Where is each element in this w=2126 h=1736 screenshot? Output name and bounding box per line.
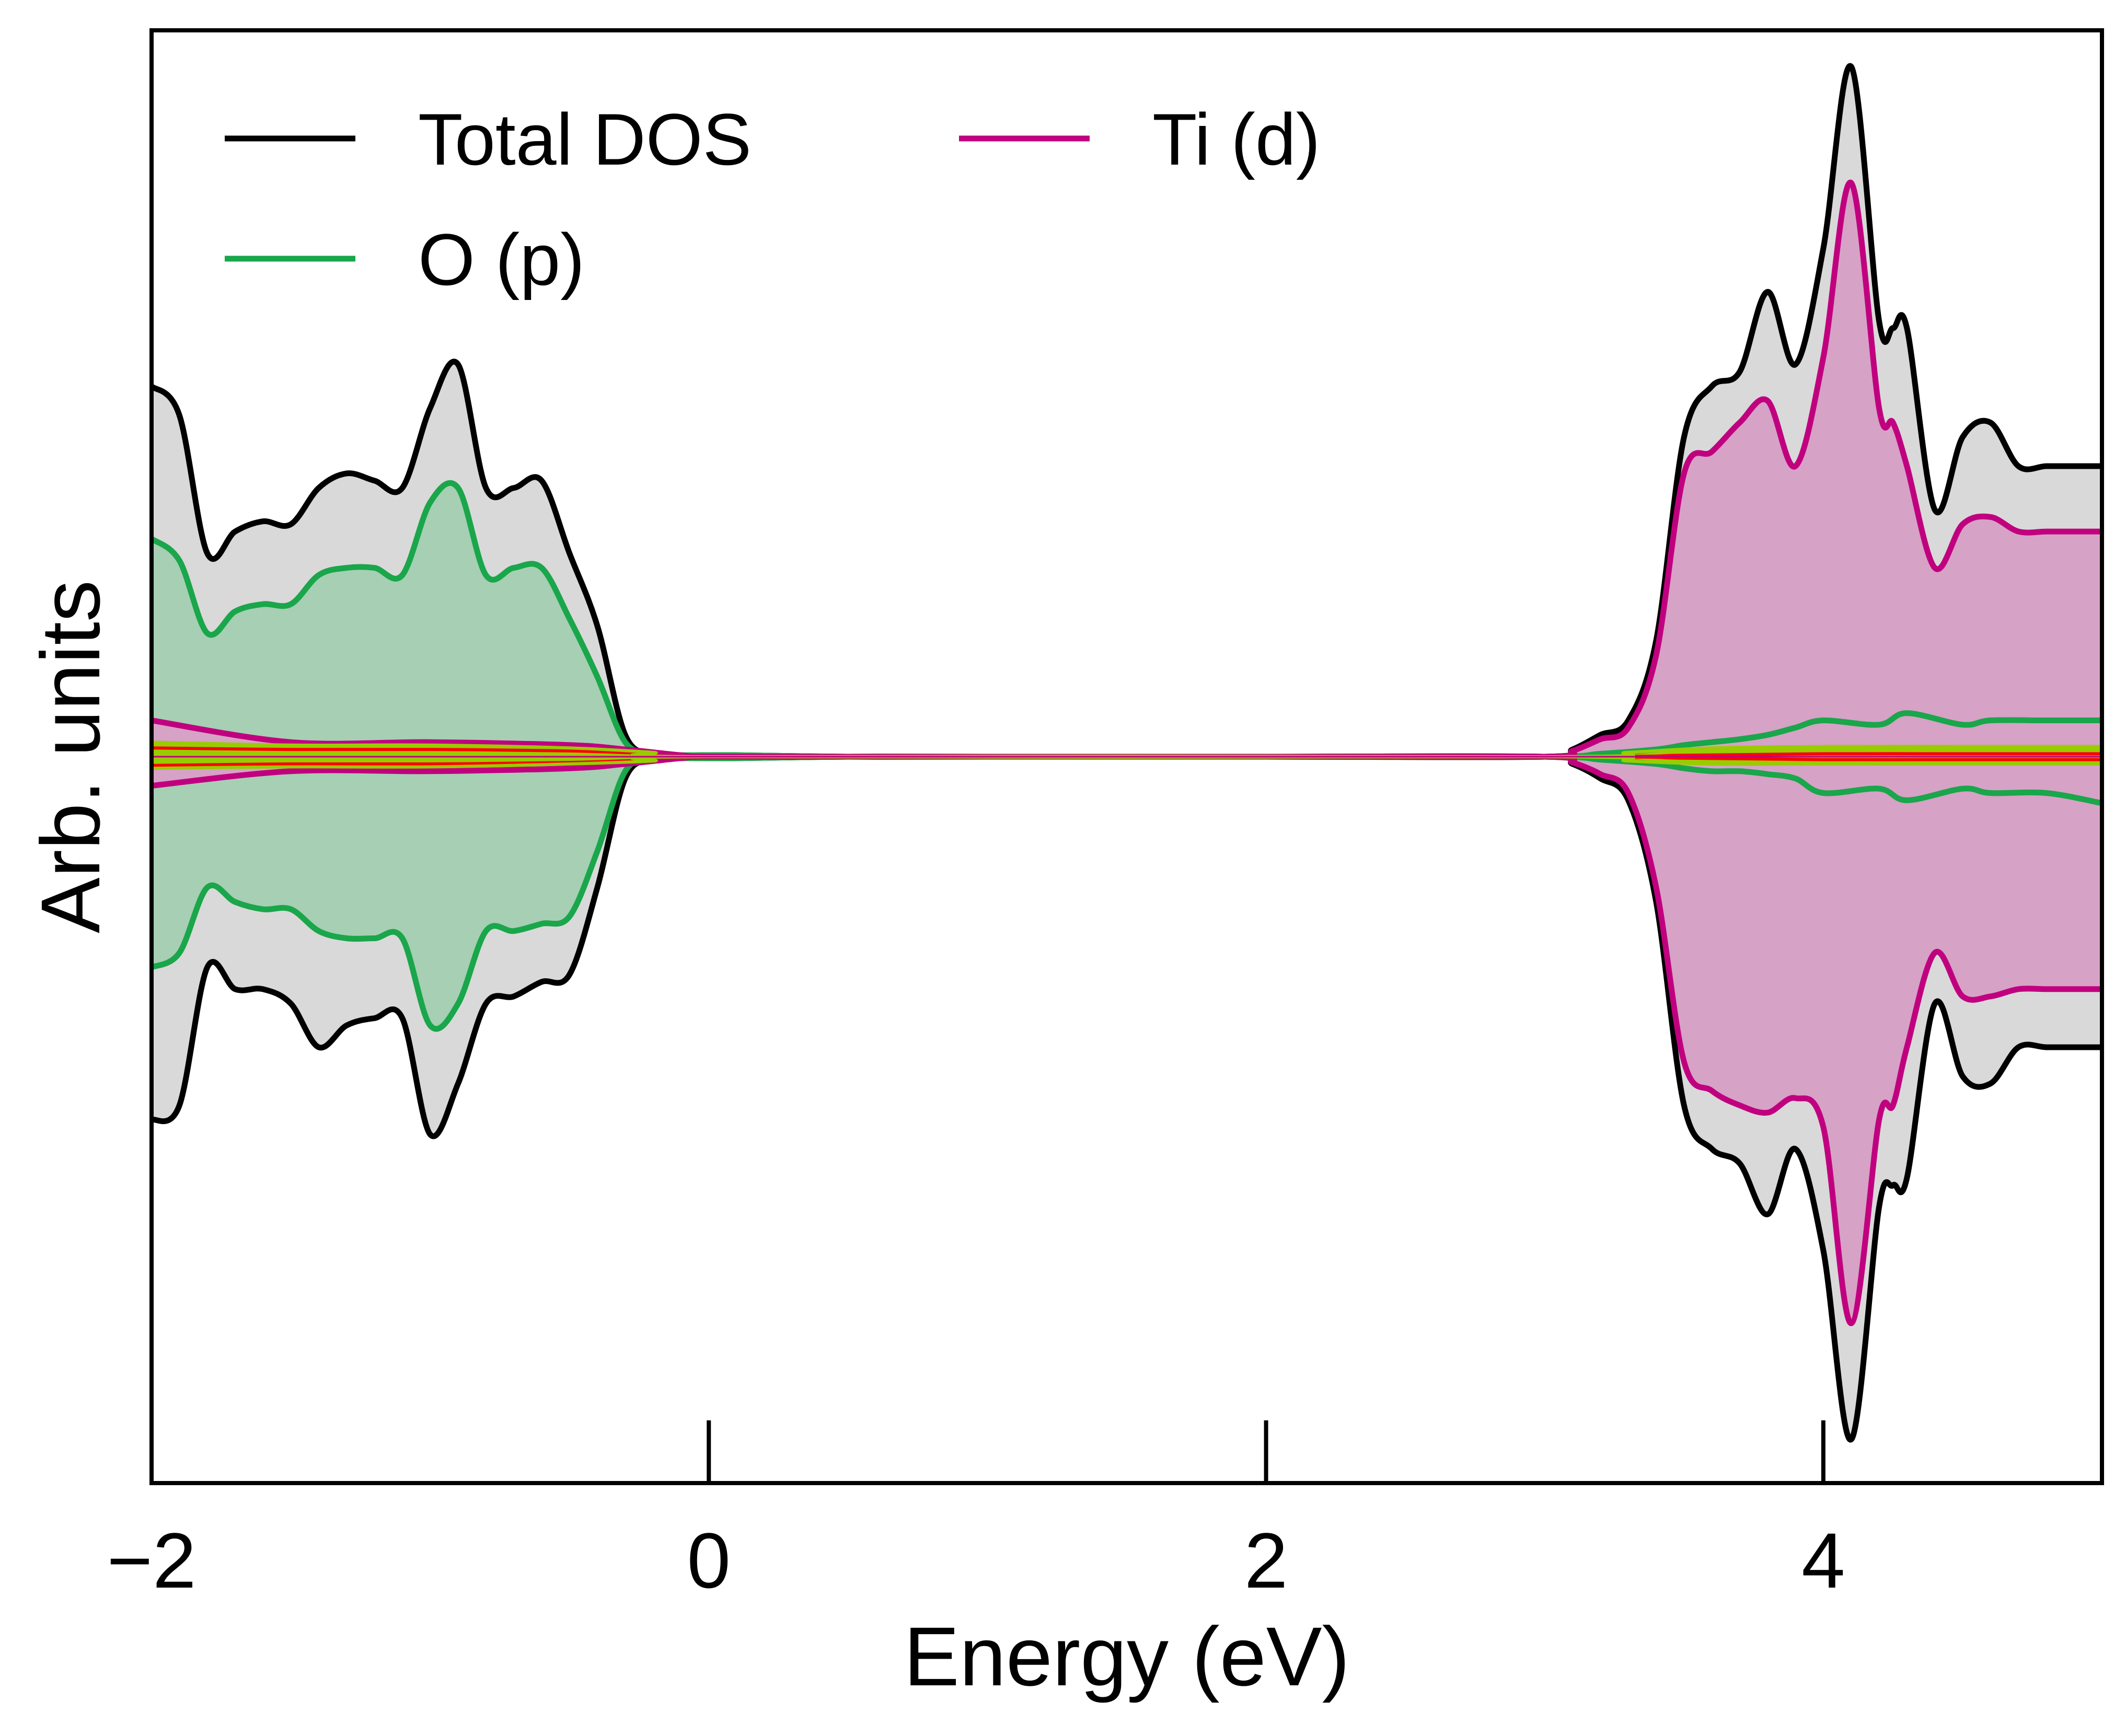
legend-label: Ti (d) bbox=[1152, 98, 1320, 180]
ti-d-up-fill bbox=[152, 182, 2102, 757]
plot-frame bbox=[149, 28, 2104, 1485]
y-axis-label: Arb. units bbox=[24, 580, 117, 933]
legend-label: O (p) bbox=[418, 218, 585, 300]
legend-item-total-dos: Total DOS bbox=[225, 98, 752, 180]
ti-d-down-fill bbox=[152, 756, 2102, 1324]
ti-d-up-line bbox=[152, 179, 2102, 760]
series-lines bbox=[152, 63, 2102, 1443]
x-tick-label: 0 bbox=[687, 1517, 731, 1604]
x-tick-label: 4 bbox=[1801, 1517, 1845, 1604]
series-fills bbox=[152, 66, 2102, 1440]
legend-item-o-p: O (p) bbox=[225, 218, 585, 300]
x-axis-label: Energy (eV) bbox=[904, 1610, 1350, 1703]
x-tick-label: 2 bbox=[1244, 1517, 1288, 1604]
ti-d-down-line bbox=[152, 753, 2102, 1326]
legend-item-ti-d: Ti (d) bbox=[959, 98, 1320, 180]
legend: Total DOS O (p) Ti (d) bbox=[225, 98, 1320, 300]
x-tick-label: −2 bbox=[107, 1517, 196, 1604]
legend-label: Total DOS bbox=[418, 98, 752, 180]
x-ticks: −2 0 2 4 bbox=[107, 1420, 1845, 1604]
